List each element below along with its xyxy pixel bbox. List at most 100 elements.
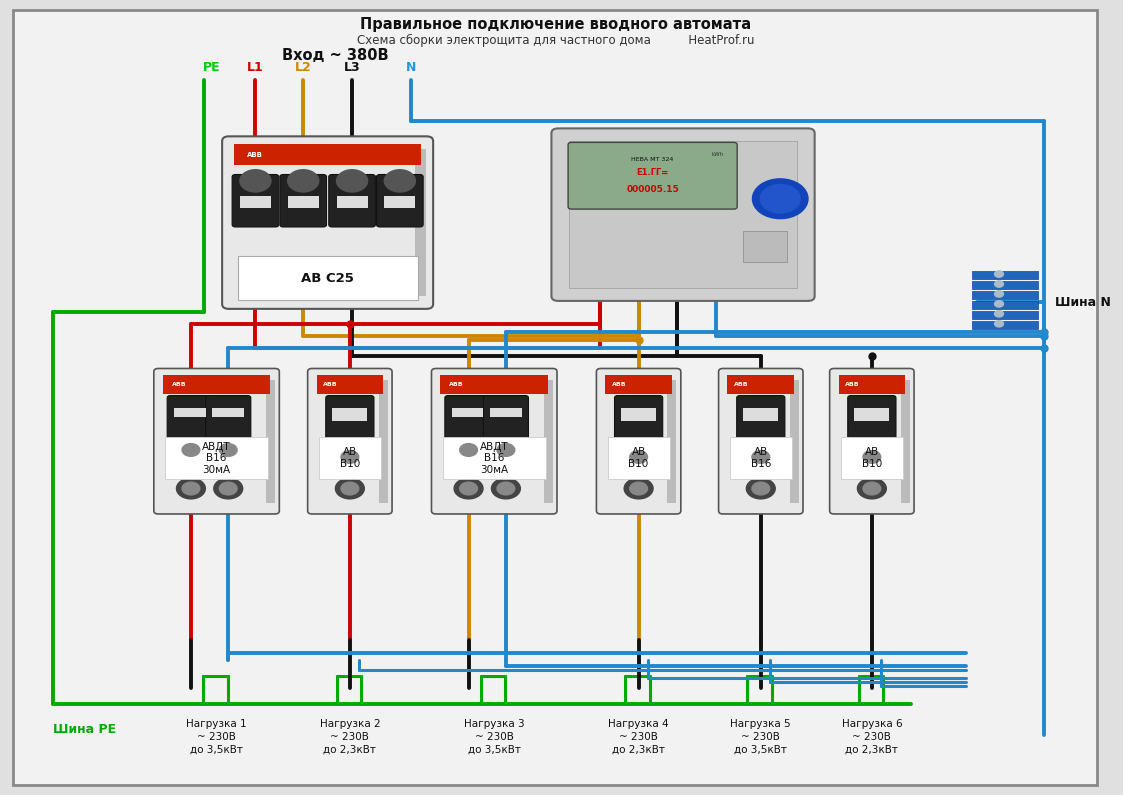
Text: Нагрузка 6
~ 230В
до 2,3кВт: Нагрузка 6 ~ 230В до 2,3кВт — [841, 719, 902, 754]
FancyBboxPatch shape — [222, 137, 433, 309]
Circle shape — [995, 281, 1004, 287]
Circle shape — [454, 440, 483, 460]
Text: ABB: ABB — [323, 382, 338, 387]
Circle shape — [492, 440, 520, 460]
Bar — [841, 437, 903, 479]
Bar — [621, 409, 656, 421]
Circle shape — [336, 479, 364, 499]
Bar — [287, 196, 319, 208]
Circle shape — [459, 482, 477, 494]
Bar — [266, 379, 275, 503]
Circle shape — [497, 444, 514, 456]
Text: N: N — [405, 61, 417, 74]
FancyBboxPatch shape — [308, 369, 392, 514]
Circle shape — [858, 447, 886, 467]
FancyBboxPatch shape — [206, 396, 250, 442]
Circle shape — [219, 482, 237, 494]
Text: Шина N: Шина N — [1056, 296, 1111, 308]
Text: Нагрузка 2
~ 230В
до 2,3кВт: Нагрузка 2 ~ 230В до 2,3кВт — [320, 719, 381, 754]
Bar — [238, 257, 418, 301]
FancyBboxPatch shape — [614, 396, 663, 449]
Circle shape — [497, 482, 514, 494]
FancyBboxPatch shape — [167, 396, 212, 442]
Bar — [384, 196, 416, 208]
Text: L2: L2 — [295, 61, 311, 74]
Bar — [317, 375, 383, 394]
Circle shape — [337, 270, 367, 292]
Bar — [605, 375, 672, 394]
Text: Е1.ГГ=: Е1.ГГ= — [637, 168, 669, 177]
Bar — [971, 281, 1039, 289]
Circle shape — [337, 170, 367, 192]
Text: НЕВА МТ 324: НЕВА МТ 324 — [631, 157, 674, 161]
FancyBboxPatch shape — [232, 175, 279, 227]
FancyBboxPatch shape — [154, 369, 280, 514]
Circle shape — [995, 320, 1004, 327]
Bar — [789, 379, 798, 503]
Bar — [971, 321, 1039, 329]
Circle shape — [219, 444, 237, 456]
Bar — [544, 379, 553, 503]
Text: ABB: ABB — [846, 382, 860, 387]
Circle shape — [747, 447, 775, 467]
Circle shape — [454, 479, 483, 499]
Text: АВ
В10: АВ В10 — [629, 448, 649, 469]
Circle shape — [240, 270, 271, 292]
Bar — [667, 379, 676, 503]
Bar — [165, 437, 268, 479]
Text: АВ
В10: АВ В10 — [340, 448, 360, 469]
Circle shape — [752, 482, 769, 494]
Circle shape — [995, 301, 1004, 307]
Circle shape — [747, 479, 775, 499]
Circle shape — [213, 440, 243, 460]
Text: АВДТ
В16
30мА: АВДТ В16 30мА — [202, 441, 231, 475]
FancyBboxPatch shape — [848, 396, 896, 449]
Bar — [337, 196, 367, 208]
Text: АВ
В16: АВ В16 — [750, 448, 772, 469]
FancyBboxPatch shape — [326, 396, 374, 449]
Circle shape — [213, 479, 243, 499]
FancyBboxPatch shape — [13, 10, 1097, 785]
Text: АВ С25: АВ С25 — [301, 272, 354, 285]
Text: Шина РЕ: Шина РЕ — [53, 723, 117, 736]
Text: ABB: ABB — [172, 382, 186, 387]
Bar — [490, 408, 522, 417]
FancyBboxPatch shape — [719, 369, 803, 514]
Circle shape — [995, 291, 1004, 297]
Bar — [332, 409, 367, 421]
Bar — [971, 301, 1039, 309]
Text: 000005.15: 000005.15 — [627, 185, 679, 194]
Text: Нагрузка 5
~ 230В
до 3,5кВт: Нагрузка 5 ~ 230В до 3,5кВт — [730, 719, 791, 754]
Bar — [416, 149, 427, 297]
Bar — [378, 379, 387, 503]
Text: Нагрузка 4
~ 230В
до 2,3кВт: Нагрузка 4 ~ 230В до 2,3кВт — [609, 719, 669, 754]
FancyBboxPatch shape — [376, 175, 423, 227]
Bar — [728, 375, 794, 394]
Circle shape — [752, 179, 807, 219]
Circle shape — [862, 451, 880, 463]
Circle shape — [760, 184, 801, 213]
Circle shape — [862, 482, 880, 494]
Text: ABB: ABB — [612, 382, 627, 387]
Bar — [440, 375, 548, 394]
FancyBboxPatch shape — [551, 129, 814, 301]
Circle shape — [624, 447, 654, 467]
Circle shape — [630, 451, 648, 463]
Bar — [743, 409, 778, 421]
Text: L1: L1 — [247, 61, 264, 74]
Bar — [569, 142, 797, 289]
Bar — [730, 437, 792, 479]
Circle shape — [182, 444, 200, 456]
Circle shape — [630, 482, 648, 494]
Bar — [608, 437, 669, 479]
Circle shape — [384, 270, 416, 292]
Text: Нагрузка 3
~ 230В
до 3,5кВт: Нагрузка 3 ~ 230В до 3,5кВт — [464, 719, 524, 754]
Circle shape — [492, 479, 520, 499]
Bar — [212, 408, 244, 417]
Bar — [901, 379, 910, 503]
FancyBboxPatch shape — [483, 396, 529, 442]
Text: ABB: ABB — [449, 382, 464, 387]
Bar — [742, 231, 787, 262]
Circle shape — [341, 482, 358, 494]
Circle shape — [752, 451, 769, 463]
